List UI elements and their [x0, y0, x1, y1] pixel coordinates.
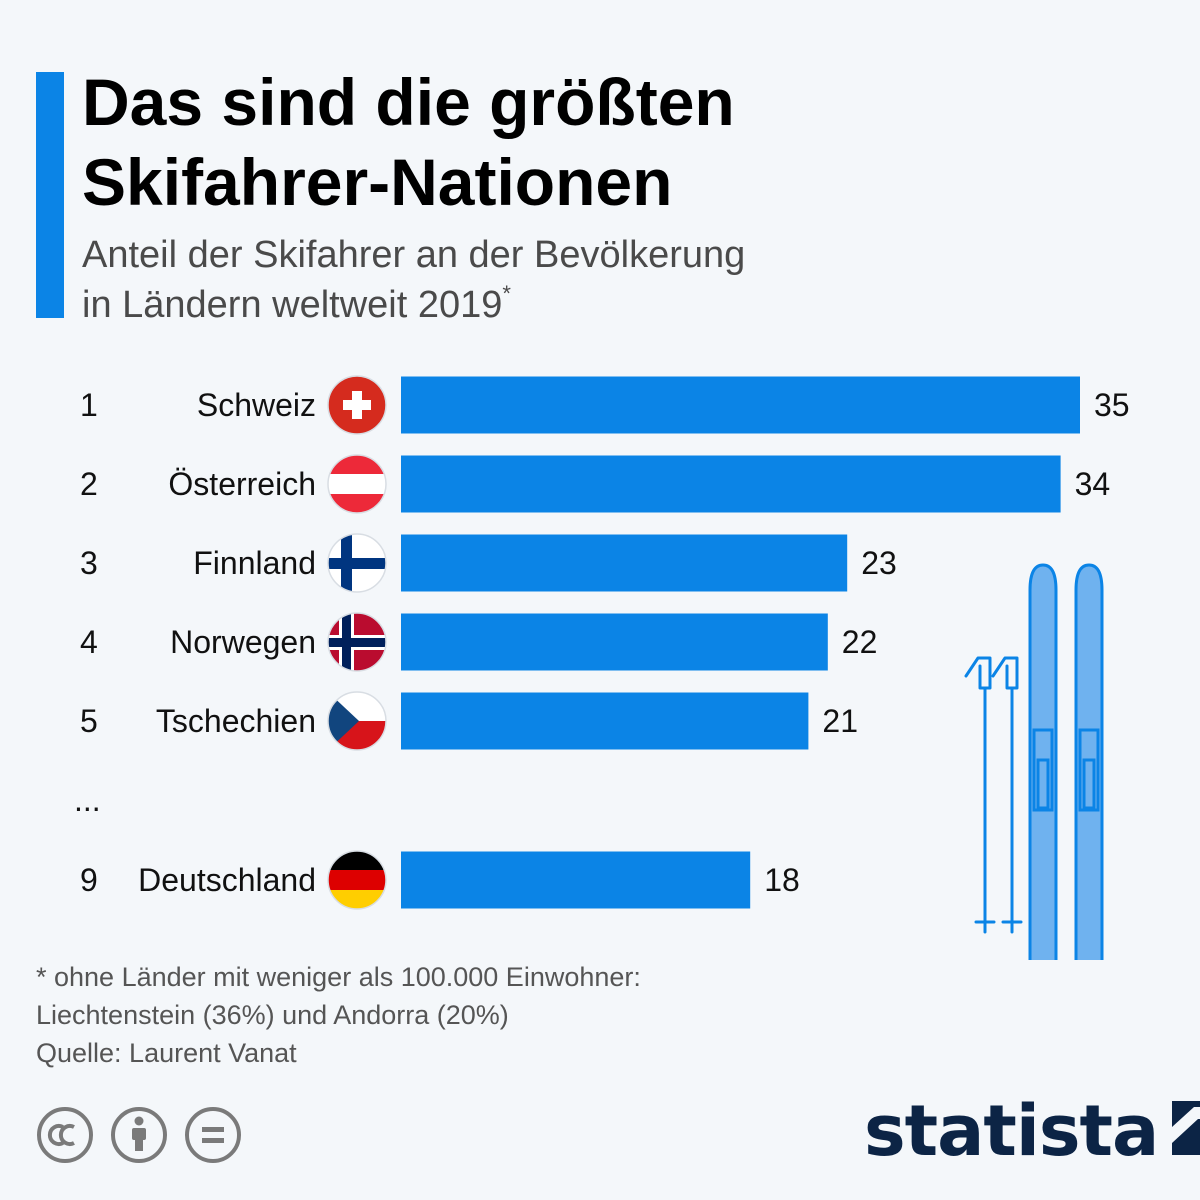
- value-label-deutschland: 18: [764, 862, 800, 898]
- bar-deutschland: [401, 851, 751, 909]
- attribution-icon[interactable]: [111, 1107, 167, 1163]
- bar-österreich: [401, 455, 1061, 513]
- page-title: Das sind die größten Skifahrer-Nationen: [82, 62, 1082, 222]
- flag-switzerland-icon: [328, 376, 386, 434]
- license-icons: [37, 1107, 241, 1163]
- rank-label-5: 5: [80, 703, 98, 739]
- no-derivatives-icon[interactable]: [185, 1107, 241, 1163]
- country-label-norwegen: Norwegen: [170, 624, 316, 660]
- value-label-österreich: 34: [1075, 466, 1111, 502]
- rank-label-1: 1: [80, 387, 98, 423]
- subtitle-footnote-mark: *: [502, 281, 511, 306]
- flag-austria-icon: [328, 455, 386, 513]
- ski-poles-icon: [964, 656, 1023, 934]
- subtitle-line-1: Anteil der Skifahrer an der Bevölkerung: [82, 234, 746, 276]
- subtitle-line-2: in Ländern weltweit 2019*: [82, 280, 1082, 330]
- value-label-norwegen: 22: [842, 624, 878, 660]
- flag-czechia-icon: [328, 692, 386, 750]
- bar-schweiz: [401, 376, 1080, 434]
- rank-label-4: 4: [80, 624, 98, 660]
- value-label-finnland: 23: [861, 545, 897, 581]
- value-label-tschechien: 21: [822, 703, 858, 739]
- subtitle-line-2-text: in Ländern weltweit 2019: [82, 284, 503, 326]
- rank-label-9: 9: [80, 862, 98, 898]
- footnote: * ohne Länder mit weniger als 100.000 Ei…: [36, 958, 936, 1072]
- bars-layer: 35 34 23 22 21 18: [401, 376, 1130, 909]
- cc-icon[interactable]: [37, 1107, 93, 1163]
- country-label-tschechien: Tschechien: [156, 703, 316, 739]
- gap-marker: ...: [74, 782, 101, 818]
- country-label-schweiz: Schweiz: [197, 387, 316, 423]
- rank-label-3: 3: [80, 545, 98, 581]
- bar-tschechien: [401, 692, 809, 750]
- flag-finland-icon: [328, 534, 386, 592]
- bar-norwegen: [401, 613, 828, 671]
- flag-germany-icon: [328, 851, 386, 909]
- statista-logo[interactable]: statista: [864, 1090, 1200, 1172]
- footnote-line-1: * ohne Länder mit weniger als 100.000 Ei…: [36, 962, 641, 992]
- country-label-finnland: Finnland: [193, 545, 316, 581]
- title-line-1: Das sind die größten: [82, 65, 735, 139]
- rank-label-2: 2: [80, 466, 98, 502]
- subtitle: Anteil der Skifahrer an der Bevölkerung …: [82, 230, 1082, 330]
- statista-logo-icon: [1172, 1101, 1200, 1161]
- bar-finnland: [401, 534, 848, 592]
- statista-wordmark: statista: [864, 1090, 1159, 1172]
- skis-icon: [1028, 563, 1104, 960]
- accent-bar: [36, 72, 64, 318]
- country-label-deutschland: Deutschland: [138, 862, 316, 898]
- footnote-line-2: Liechtenstein (36%) und Andorra (20%): [36, 1000, 509, 1030]
- value-label-schweiz: 35: [1094, 387, 1130, 423]
- flag-norway-icon: [328, 613, 386, 671]
- source-line: Quelle: Laurent Vanat: [36, 1038, 297, 1068]
- title-line-2: Skifahrer-Nationen: [82, 145, 673, 219]
- country-label-oesterreich: Österreich: [168, 466, 316, 502]
